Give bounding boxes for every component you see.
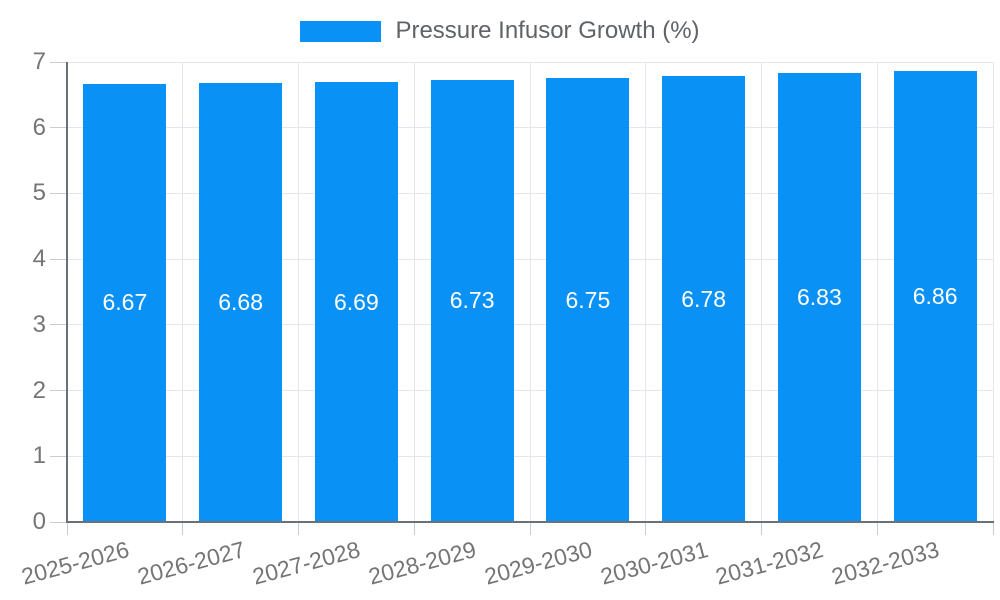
bar[interactable]: 6.78 bbox=[662, 76, 746, 522]
y-axis-tick bbox=[50, 390, 67, 392]
y-axis-label: 5 bbox=[32, 179, 46, 207]
y-axis-tick bbox=[50, 521, 67, 523]
v-gridline bbox=[876, 62, 878, 522]
y-axis-tick bbox=[50, 324, 67, 326]
chart-legend: Pressure Infusor Growth (%) bbox=[0, 17, 1000, 45]
bar[interactable]: 6.75 bbox=[546, 78, 630, 522]
bar-value-label: 6.68 bbox=[218, 289, 263, 316]
x-axis-label: 2029-2030 bbox=[481, 536, 595, 590]
bar-value-label: 6.78 bbox=[681, 285, 726, 312]
y-axis-label: 2 bbox=[32, 376, 46, 404]
x-axis-label: 2025-2026 bbox=[18, 536, 132, 590]
y-axis: 0 1 2 3 4 5 6 7 bbox=[0, 48, 67, 535]
bar[interactable]: 6.83 bbox=[777, 73, 861, 522]
y-axis-label: 3 bbox=[32, 310, 46, 338]
bar-value-label: 6.86 bbox=[912, 283, 958, 310]
y-axis-tick bbox=[50, 61, 67, 63]
bar-value-label: 6.69 bbox=[333, 288, 379, 315]
bar[interactable]: 6.86 bbox=[893, 71, 977, 522]
legend-item[interactable]: Pressure Infusor Growth (%) bbox=[300, 17, 700, 45]
bar-value-label: 6.73 bbox=[449, 287, 495, 314]
plot-area: 2025-2026 2026-2027 2027-2028 2028-2029 2029… bbox=[19, 61, 994, 590]
v-gridline bbox=[298, 62, 299, 522]
bar[interactable]: 6.68 bbox=[199, 83, 283, 522]
x-axis-tick bbox=[761, 522, 762, 535]
x-axis-tick bbox=[182, 522, 184, 535]
x-axis-line bbox=[66, 521, 994, 523]
y-axis-tick bbox=[50, 127, 67, 129]
bar[interactable]: 6.69 bbox=[314, 82, 398, 522]
x-axis-label: 2032-2033 bbox=[828, 536, 942, 590]
bar-value-label: 6.67 bbox=[102, 289, 148, 316]
y-axis-tick bbox=[50, 258, 67, 260]
v-gridline bbox=[529, 62, 531, 522]
y-axis-tick bbox=[50, 455, 67, 457]
x-axis-tick bbox=[645, 522, 647, 535]
x-axis-label: 2031-2032 bbox=[713, 536, 827, 590]
y-axis-label: 0 bbox=[32, 508, 46, 535]
y-axis-tick bbox=[50, 192, 67, 194]
y-axis-label: 1 bbox=[32, 442, 46, 470]
x-axis-tick bbox=[529, 522, 531, 535]
x-axis-tick bbox=[66, 522, 68, 535]
legend-label: Pressure Infusor Growth (%) bbox=[395, 17, 700, 44]
x-axis-label: 2027-2028 bbox=[250, 536, 364, 590]
v-gridline bbox=[645, 62, 647, 522]
x-axis-tick bbox=[992, 522, 994, 535]
y-axis-label: 4 bbox=[32, 245, 46, 273]
bar[interactable]: 6.67 bbox=[83, 83, 167, 522]
x-axis-label: 2026-2027 bbox=[134, 536, 248, 590]
x-axis-label: 2028-2029 bbox=[365, 536, 479, 590]
legend-swatch bbox=[300, 20, 382, 42]
bar-value-label: 6.83 bbox=[796, 284, 842, 311]
bar[interactable]: 6.73 bbox=[430, 79, 514, 522]
v-gridline bbox=[992, 62, 994, 522]
x-axis-tick bbox=[413, 522, 415, 535]
v-gridline bbox=[413, 62, 415, 522]
x-axis-tick bbox=[876, 522, 878, 535]
x-axis-tick bbox=[298, 522, 299, 535]
x-axis-label: 2030-2031 bbox=[597, 536, 711, 590]
y-axis-line bbox=[66, 62, 68, 523]
v-gridline bbox=[182, 62, 184, 522]
v-gridline bbox=[761, 62, 762, 522]
y-axis-label: 6 bbox=[32, 113, 46, 141]
bar-value-label: 6.75 bbox=[565, 286, 611, 313]
y-axis-label: 7 bbox=[32, 48, 46, 75]
